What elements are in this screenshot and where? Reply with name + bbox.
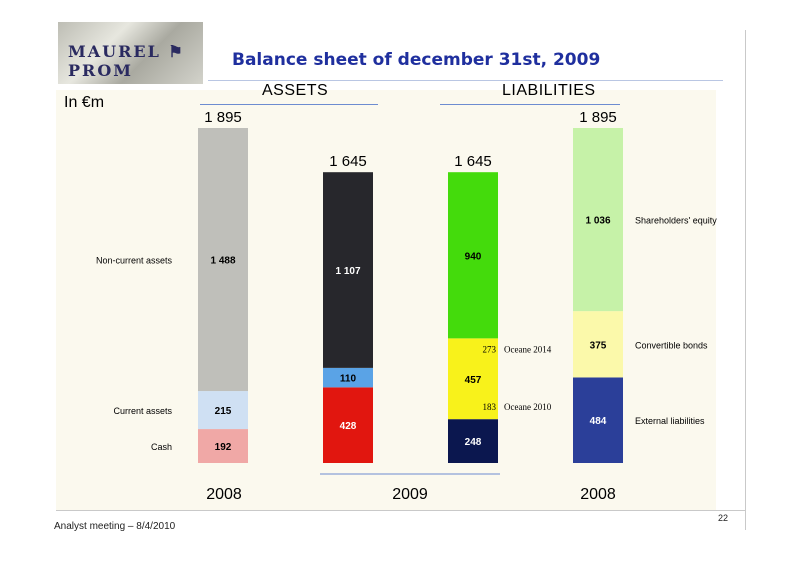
bar-1-segment-1 <box>198 429 248 463</box>
bar-1-value-label-1: 192 <box>215 442 232 453</box>
bar-4-total-label: 1 895 <box>579 109 617 126</box>
bar-3-segment-1 <box>448 419 498 463</box>
bar-1-value-label-2: 215 <box>215 406 232 417</box>
bar-2-value-label-1: 428 <box>340 421 357 432</box>
annotation-value-2: 273 <box>483 344 497 354</box>
unit-label: In €m <box>64 94 105 111</box>
bar-1-segment-2 <box>198 391 248 430</box>
bar-2-value-label-2: 110 <box>340 374 357 385</box>
bar-1-value-label-3: 1 488 <box>210 256 235 267</box>
bar-4-segment-2 <box>573 311 623 378</box>
bar-4-segment-1 <box>573 377 623 463</box>
bar-3-value-label-2: 457 <box>465 375 482 386</box>
year-label-2: 2009 <box>392 486 428 503</box>
bar-4-value-label-1: 484 <box>590 416 607 427</box>
annotation-value-1: 183 <box>483 402 497 412</box>
segment-label-1-1: Cash <box>151 442 172 452</box>
right-border-line <box>745 30 746 530</box>
bar-3-total-label: 1 645 <box>454 153 492 170</box>
segment-label-1-3: Non-current assets <box>96 256 173 266</box>
page-number: 22 <box>718 513 729 523</box>
logo-text: MAUREL ⚑ PROM <box>68 42 185 80</box>
year-label-1: 2008 <box>206 486 242 503</box>
bar-3-segment-2 <box>448 338 498 420</box>
segment-label-4-2: Convertible bonds <box>635 340 708 350</box>
bar-1-total-label: 1 895 <box>204 109 242 126</box>
bar-1-segment-3 <box>198 128 248 392</box>
bar-2-value-label-3: 1 107 <box>335 266 360 277</box>
assets-section-line <box>200 104 378 105</box>
segment-label-4-3: Shareholders' equity <box>635 216 717 226</box>
title-underline <box>208 80 723 81</box>
bar-3-segment-3 <box>448 172 498 339</box>
annotation-label-2: Oceane 2014 <box>504 344 552 354</box>
year-label-3: 2008 <box>580 486 616 503</box>
annotation-label-1: Oceane 2010 <box>504 402 552 412</box>
segment-label-1-2: Current assets <box>113 406 172 416</box>
assets-section-label: ASSETS <box>262 82 329 99</box>
liabilities-section-line <box>440 104 620 105</box>
bar-4-segment-3 <box>573 128 623 312</box>
bar-2-segment-3 <box>323 172 373 368</box>
page-title: Balance sheet of december 31st, 2009 <box>232 50 601 70</box>
liabilities-section-label: LIABILITIES <box>502 82 596 99</box>
bar-2-segment-2 <box>323 367 373 388</box>
bar-4-value-label-2: 375 <box>590 340 607 351</box>
footer-divider <box>56 510 746 511</box>
footer-text: Analyst meeting – 8/4/2010 <box>54 521 176 532</box>
bar-3-value-label-3: 940 <box>465 251 482 262</box>
bar-3-value-label-1: 248 <box>465 437 482 448</box>
bar-2-segment-1 <box>323 387 373 463</box>
bar-4-value-label-3: 1 036 <box>585 216 610 227</box>
bar-2-total-label: 1 645 <box>329 153 367 170</box>
company-logo: MAUREL ⚑ PROM <box>58 22 203 84</box>
segment-label-4-1: External liabilities <box>635 416 705 426</box>
